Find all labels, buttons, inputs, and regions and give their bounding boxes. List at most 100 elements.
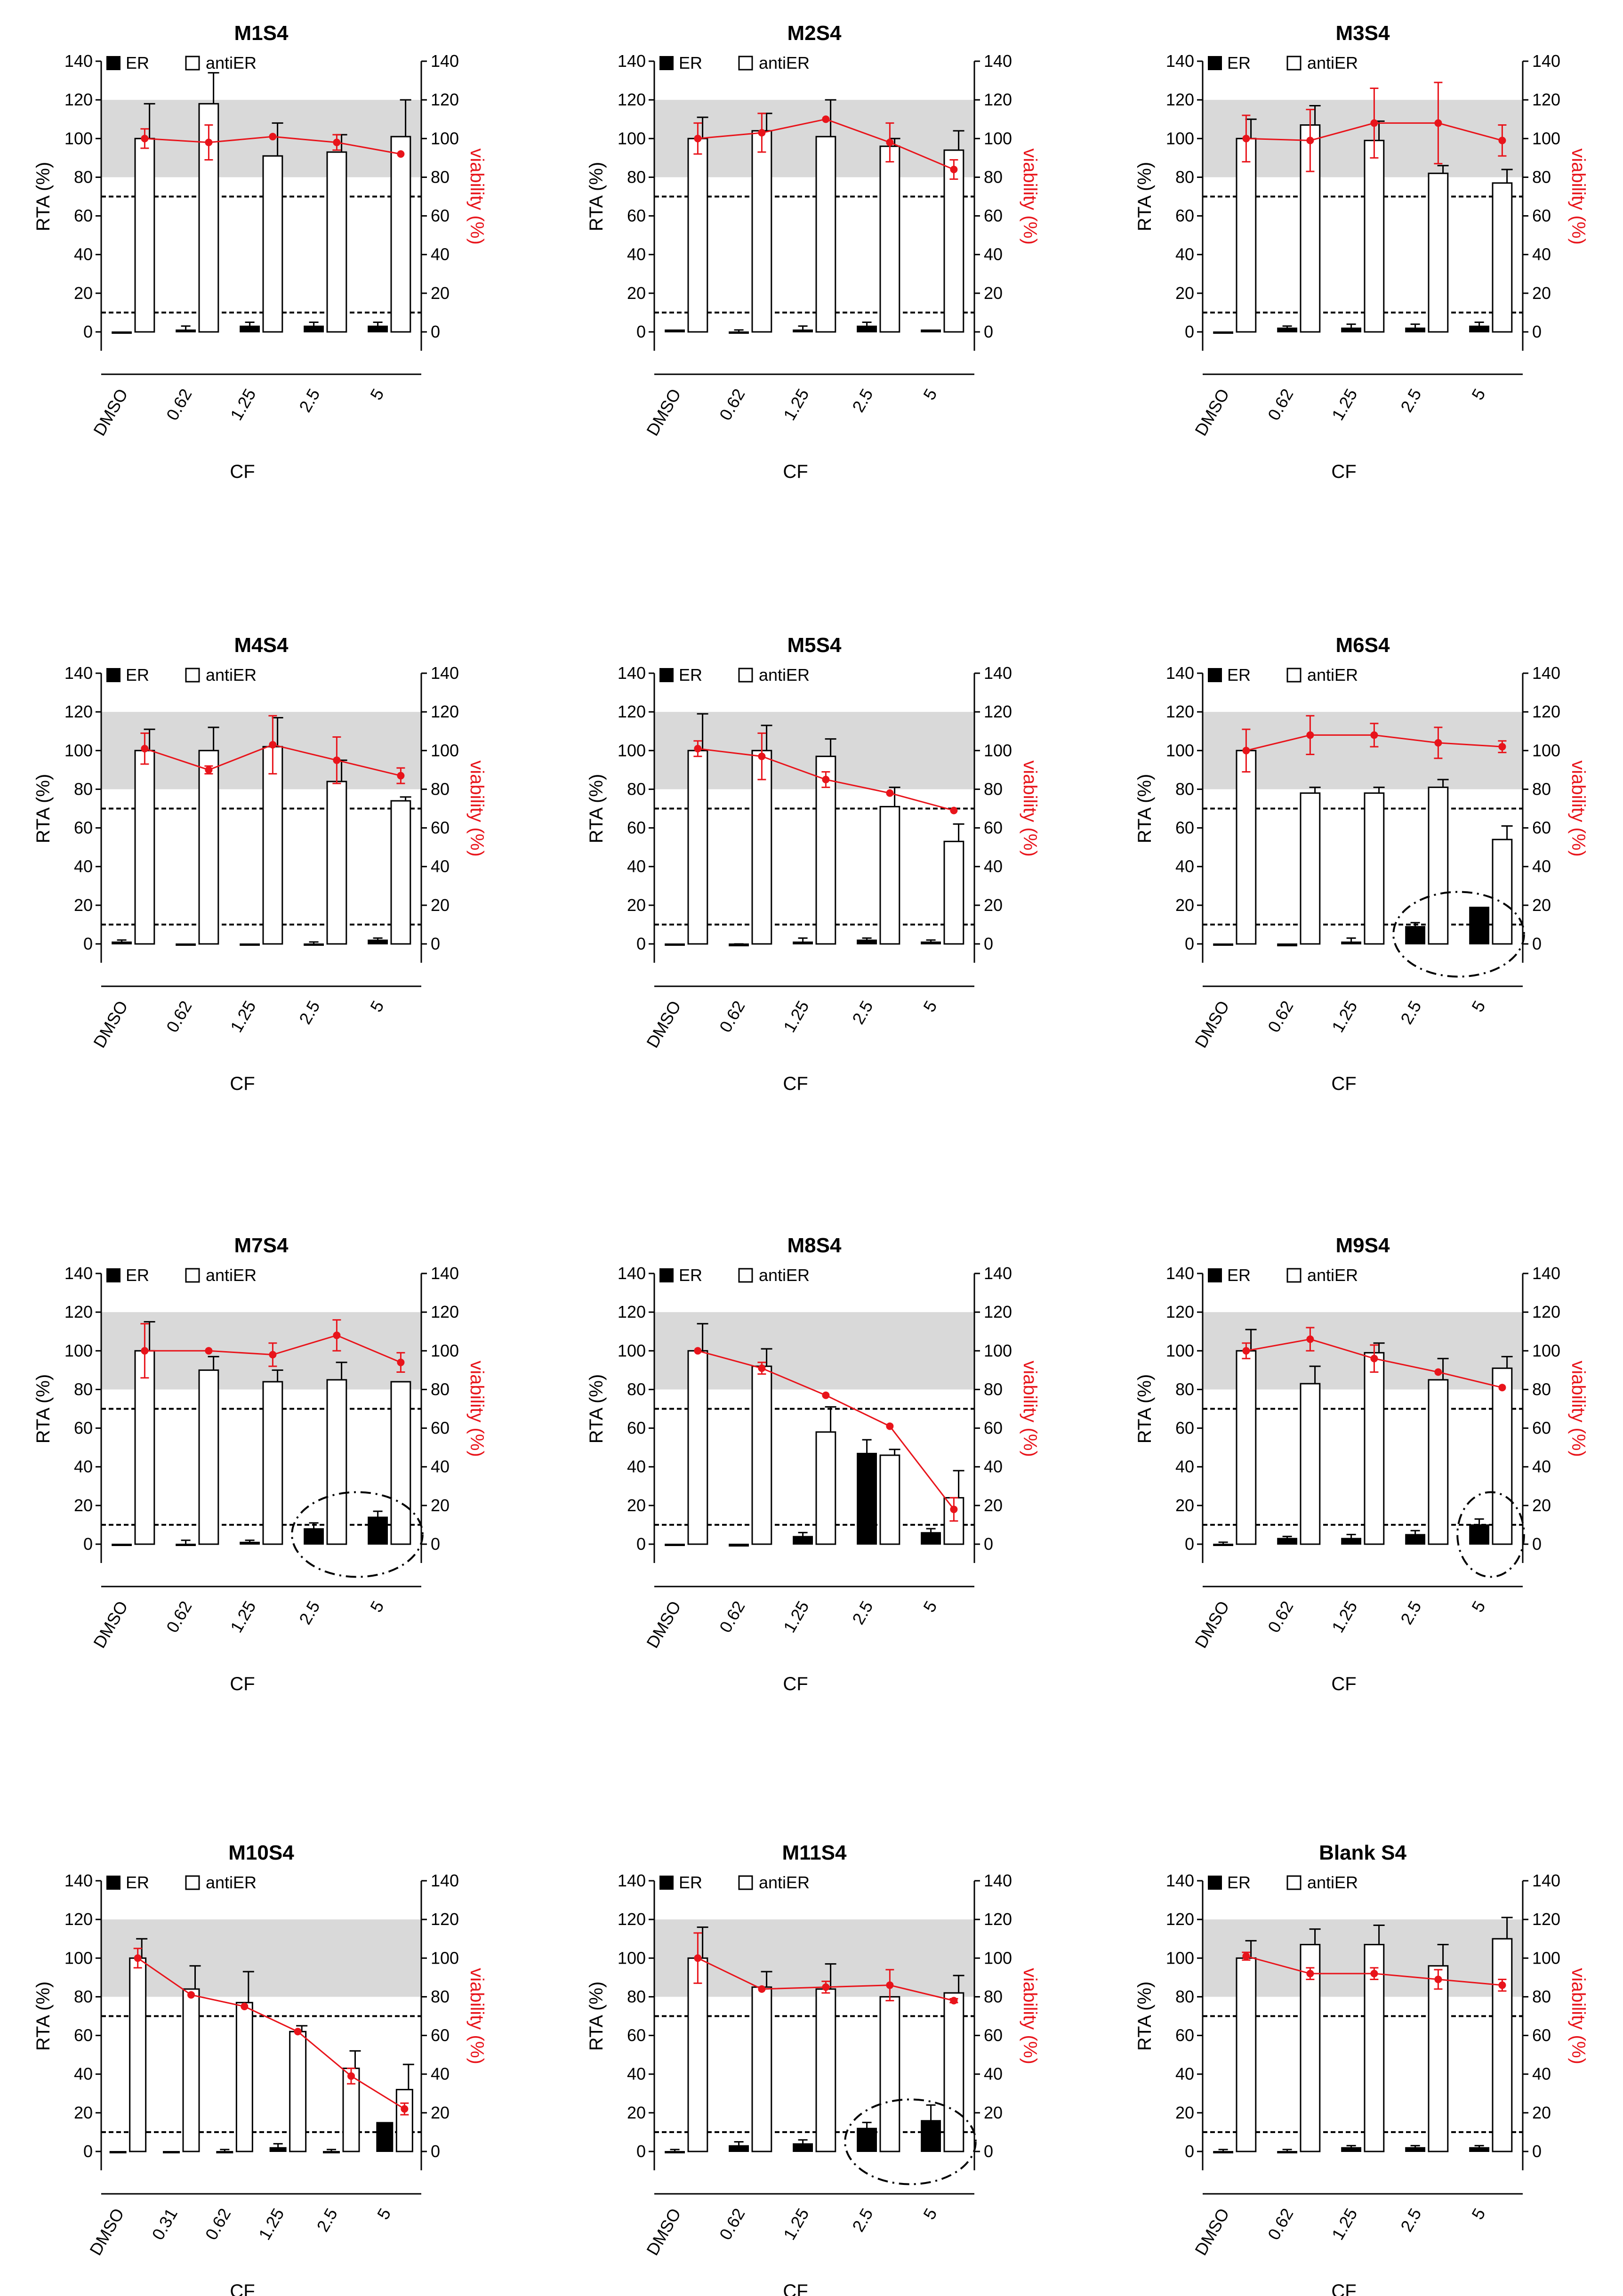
right-tick-label: 120 xyxy=(984,1909,1012,1929)
viability-point xyxy=(886,1422,894,1430)
right-axis-label: viability (%) xyxy=(466,148,487,244)
right-tick-label: 80 xyxy=(984,779,1003,798)
bar-antier xyxy=(1428,172,1449,333)
legend-label-er: ER xyxy=(126,53,149,73)
right-tick-label: 60 xyxy=(984,1418,1003,1438)
right-tick-label: 20 xyxy=(431,2103,450,2122)
left-tick-label: 0 xyxy=(1185,934,1194,953)
bar-er xyxy=(323,2151,340,2153)
viability-point xyxy=(694,1347,702,1355)
right-tick-label: 20 xyxy=(1532,2103,1551,2122)
left-tick-label: 100 xyxy=(1166,129,1194,148)
reference-band xyxy=(101,1919,421,1997)
legend-swatch-antier xyxy=(738,1268,753,1283)
bar-antier xyxy=(1428,1965,1449,2152)
left-tick-label: 60 xyxy=(627,818,646,838)
x-tick-label: DMSO xyxy=(1191,386,1233,439)
right-tick-label: 100 xyxy=(984,129,1012,148)
bar-antier xyxy=(390,1381,411,1545)
bar-antier xyxy=(1236,137,1257,333)
bar-er xyxy=(368,939,388,945)
bar-antier xyxy=(134,749,155,945)
left-tick-label: 40 xyxy=(627,2064,646,2084)
bar-er xyxy=(729,331,749,334)
chart-panel-0: 0 0 20 20 40 40 60 60 80 80 100 100 120 120 140 140 M1S4… xyxy=(33,22,487,482)
legend-label-antier: antiER xyxy=(206,665,257,685)
x-tick-label: 2.5 xyxy=(295,998,324,1028)
right-tick-label: 40 xyxy=(1532,2064,1551,2084)
right-tick-label: 60 xyxy=(984,206,1003,226)
right-tick-label: 40 xyxy=(984,2064,1003,2084)
chart-title: M9S4 xyxy=(1336,1234,1390,1257)
left-tick-label: 0 xyxy=(83,322,93,341)
legend-label-er: ER xyxy=(1227,1265,1251,1285)
right-tick-label: 140 xyxy=(984,1264,1012,1283)
right-tick-label: 20 xyxy=(984,283,1003,303)
viability-point xyxy=(1242,1347,1250,1355)
right-tick-label: 60 xyxy=(984,818,1003,838)
x-tick-label: 0.62 xyxy=(1264,1598,1297,1636)
bar-antier xyxy=(129,1957,147,2152)
chart-title: M3S4 xyxy=(1336,22,1390,45)
right-tick-label: 60 xyxy=(1532,1418,1551,1438)
bar-er xyxy=(729,1544,749,1547)
left-tick-label: 20 xyxy=(74,283,93,303)
bar-er xyxy=(1469,1524,1489,1545)
x-tick-label: 0.62 xyxy=(162,1598,196,1636)
left-axis-label: RTA (%) xyxy=(33,162,54,231)
bar-antier xyxy=(1492,838,1513,945)
legend-label-er: ER xyxy=(126,665,149,685)
x-tick-label: DMSO xyxy=(1191,2205,1233,2259)
bar-er xyxy=(368,325,388,333)
legend-label-er: ER xyxy=(679,53,702,73)
viability-point xyxy=(205,1347,213,1355)
legend-swatch-er xyxy=(1208,668,1222,682)
legend-swatch-er xyxy=(659,56,674,70)
right-tick-label: 0 xyxy=(984,322,993,341)
viability-point xyxy=(1242,747,1250,755)
x-tick-label: 1.25 xyxy=(1328,998,1361,1036)
bar-antier xyxy=(687,1957,708,2152)
x-tick-label: 0.62 xyxy=(715,998,749,1036)
viability-point xyxy=(950,166,958,173)
legend-swatch-er xyxy=(659,1268,674,1282)
viability-point xyxy=(758,129,766,137)
x-tick-label: 0.31 xyxy=(148,2205,181,2243)
left-tick-label: 20 xyxy=(1175,1496,1194,1515)
left-tick-label: 60 xyxy=(627,1418,646,1438)
bar-antier xyxy=(1492,182,1513,333)
viability-point xyxy=(333,1331,341,1339)
x-axis-label: CF xyxy=(1331,1073,1356,1094)
right-tick-label: 40 xyxy=(1532,245,1551,264)
x-tick-label: 1.25 xyxy=(1328,2205,1361,2243)
viability-point xyxy=(886,1981,894,1989)
bar-antier xyxy=(198,1369,219,1545)
legend-swatch-antier xyxy=(185,56,200,71)
right-tick-label: 0 xyxy=(984,1534,993,1554)
left-tick-label: 40 xyxy=(1175,2064,1194,2084)
chart-title: M2S4 xyxy=(787,22,842,45)
left-tick-label: 120 xyxy=(64,90,93,109)
left-tick-label: 140 xyxy=(1166,1264,1194,1283)
right-tick-label: 140 xyxy=(984,663,1012,683)
left-tick-label: 100 xyxy=(618,741,646,760)
chart-panel-6: 0 0 20 20 40 40 60 60 80 80 100 100 120 120 140 140 M7S4… xyxy=(33,1234,487,1694)
x-tick-label: 5 xyxy=(366,998,388,1015)
highlight-ellipse xyxy=(291,1491,424,1578)
left-tick-label: 20 xyxy=(1175,895,1194,915)
right-tick-label: 40 xyxy=(984,245,1003,264)
right-tick-label: 80 xyxy=(1532,1379,1551,1399)
left-tick-label: 100 xyxy=(1166,1948,1194,1967)
viability-point xyxy=(141,135,149,143)
bar-antier xyxy=(134,1350,155,1545)
bar-er xyxy=(1469,325,1489,333)
viability-point xyxy=(1370,119,1378,127)
viability-point xyxy=(269,1351,277,1359)
right-tick-label: 80 xyxy=(431,167,450,186)
bar-er xyxy=(112,1544,132,1546)
viability-point xyxy=(294,2028,302,2036)
x-tick-label: 0.62 xyxy=(715,386,749,424)
left-tick-label: 0 xyxy=(83,934,93,953)
right-axis-label: viability (%) xyxy=(1568,760,1589,856)
